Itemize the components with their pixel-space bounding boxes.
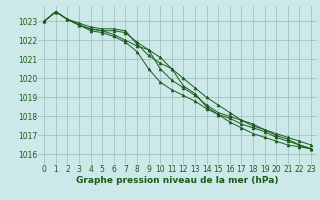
- X-axis label: Graphe pression niveau de la mer (hPa): Graphe pression niveau de la mer (hPa): [76, 176, 279, 185]
